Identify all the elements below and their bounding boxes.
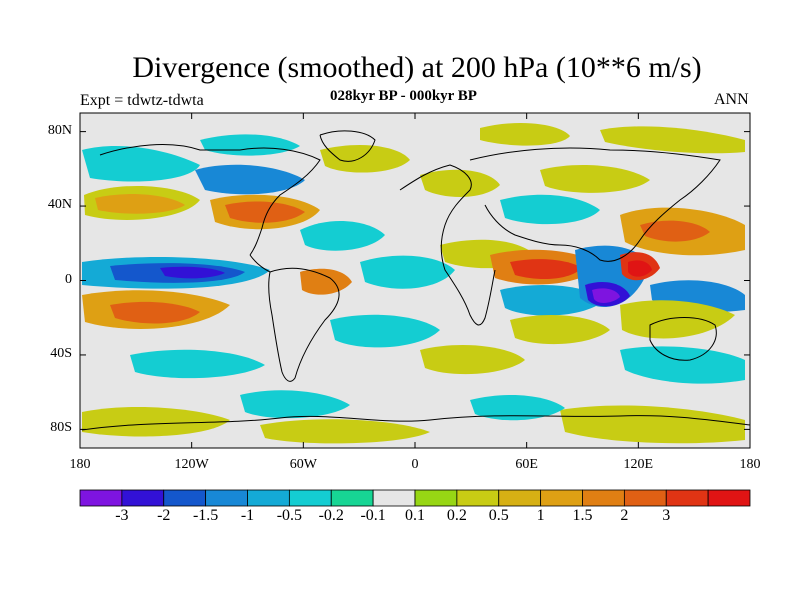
- coastline-antarctica: [81, 415, 750, 431]
- colorbar-swatch: [247, 489, 290, 507]
- colorbar-label: -0.2: [318, 507, 344, 524]
- season-label: ANN: [714, 91, 749, 108]
- coastline-north-america: [99, 144, 321, 256]
- colorbar-swatch: [205, 489, 248, 507]
- colorbar-label: 0.5: [488, 507, 509, 524]
- colorbar-swatch: [582, 489, 625, 507]
- y-tick-label: 80S: [50, 420, 72, 436]
- experiment-label: Expt = tdwtz-tdwta: [80, 92, 204, 109]
- contour-warmpool-deep: [592, 288, 620, 303]
- colorbar-swatch: [121, 489, 165, 507]
- coastline-asia: [469, 147, 721, 262]
- coastline-europe-africa: [399, 164, 496, 326]
- contour-europe-positive: [420, 169, 500, 197]
- colorbar-label: 0.1: [405, 507, 425, 524]
- contour-southern-ocean-positive-mid: [260, 419, 430, 444]
- x-tick-label: 60E: [515, 457, 538, 472]
- contour-swpac-positive: [620, 300, 735, 339]
- contour-southern-ocean-positive-east: [560, 405, 745, 444]
- contour-asia-negative: [500, 194, 600, 225]
- colorbar-label: -0.5: [276, 507, 303, 524]
- contour-atlantic-negative: [360, 255, 455, 289]
- colorbar-swatch: [372, 489, 416, 507]
- colorbar-swatch: [665, 489, 709, 507]
- colorbar-label: -2: [157, 507, 171, 524]
- contour-asia-positive: [540, 165, 650, 193]
- colorbar-swatch: [163, 489, 207, 507]
- y-tick-label: 40N: [47, 197, 72, 213]
- contour-south-indian-positive: [420, 345, 525, 375]
- y-tick-label: 0: [65, 271, 72, 287]
- x-tick-label: 180: [739, 457, 761, 472]
- contour-indian-negative: [500, 285, 605, 316]
- contour-indian-positive-core: [510, 259, 582, 280]
- contour-samerica-positive: [300, 268, 352, 295]
- contour-arctic-positive: [480, 122, 570, 146]
- colorbar-label: -1.5: [192, 507, 219, 524]
- colorbar-label: 2: [620, 507, 629, 524]
- coastline-central-america: [249, 254, 271, 273]
- chart-title: Divergence (smoothed) at 200 hPa (10**6 …: [132, 51, 702, 84]
- colorbar-label: 3: [662, 507, 671, 524]
- colorbar-swatch: [707, 489, 751, 507]
- y-tick-label: 40S: [50, 345, 72, 361]
- contour-south-midlat-negative: [130, 349, 265, 379]
- contour-indian-south-positive: [510, 315, 610, 345]
- coastline-australia: [649, 317, 717, 361]
- contour-npac-negative: [82, 145, 200, 182]
- contour-south-pacific-negative: [620, 346, 745, 384]
- difference-subtitle: 028kyr BP - 000kyr BP: [330, 88, 477, 104]
- contour-nwpac-positive-core: [640, 220, 710, 242]
- colorbar-label: 0.2: [446, 507, 467, 524]
- x-tick-label: 180: [69, 457, 91, 472]
- colorbar: [79, 489, 751, 507]
- x-tick-label: 120E: [623, 457, 654, 472]
- colorbar-swatch: [623, 489, 667, 507]
- contour-southern-ocean-positive-west: [82, 406, 230, 437]
- colorbar-swatch: [498, 489, 542, 507]
- coastline-greenland: [319, 130, 376, 162]
- colorbar-label: -1: [240, 507, 255, 524]
- contour-namerica-positive-core: [225, 201, 305, 223]
- contour-arctic-east-positive: [600, 126, 745, 154]
- contour-southern-ocean-negative: [240, 390, 350, 419]
- colorbar-label: 1.5: [572, 507, 593, 524]
- colorbar-swatch: [79, 489, 123, 507]
- y-tick-label: 80N: [47, 122, 72, 138]
- contour-npac-positive-core: [95, 194, 185, 214]
- colorbar-swatch: [540, 489, 583, 507]
- contour-spac-positive-core: [110, 301, 200, 324]
- x-tick-label: 120W: [174, 457, 209, 472]
- colorbar-swatch: [288, 489, 332, 507]
- contour-namerica-negative: [195, 164, 305, 195]
- contour-maritime-max: [628, 260, 652, 277]
- coastline-south-america: [268, 267, 340, 382]
- contour-tropical-pacific-deep: [160, 266, 225, 279]
- contour-field: [80, 113, 750, 448]
- colorbar-label: -0.1: [360, 507, 386, 524]
- contour-natlantic-negative: [300, 220, 385, 251]
- colorbar-label: 1: [536, 507, 545, 524]
- colorbar-swatch: [456, 489, 500, 507]
- contour-southern-ocean-negative-east: [470, 394, 565, 421]
- colorbar-label: -3: [115, 507, 129, 524]
- x-tick-label: 0: [411, 457, 419, 472]
- colorbar-swatch: [414, 489, 458, 507]
- contour-atlantic-mid-positive: [320, 145, 410, 173]
- x-tick-label: 60W: [289, 457, 317, 472]
- colorbar-swatch: [330, 489, 374, 507]
- axis-ticks: [79, 113, 751, 448]
- contour-south-atlantic-negative: [330, 314, 440, 348]
- coastlines: [81, 130, 750, 431]
